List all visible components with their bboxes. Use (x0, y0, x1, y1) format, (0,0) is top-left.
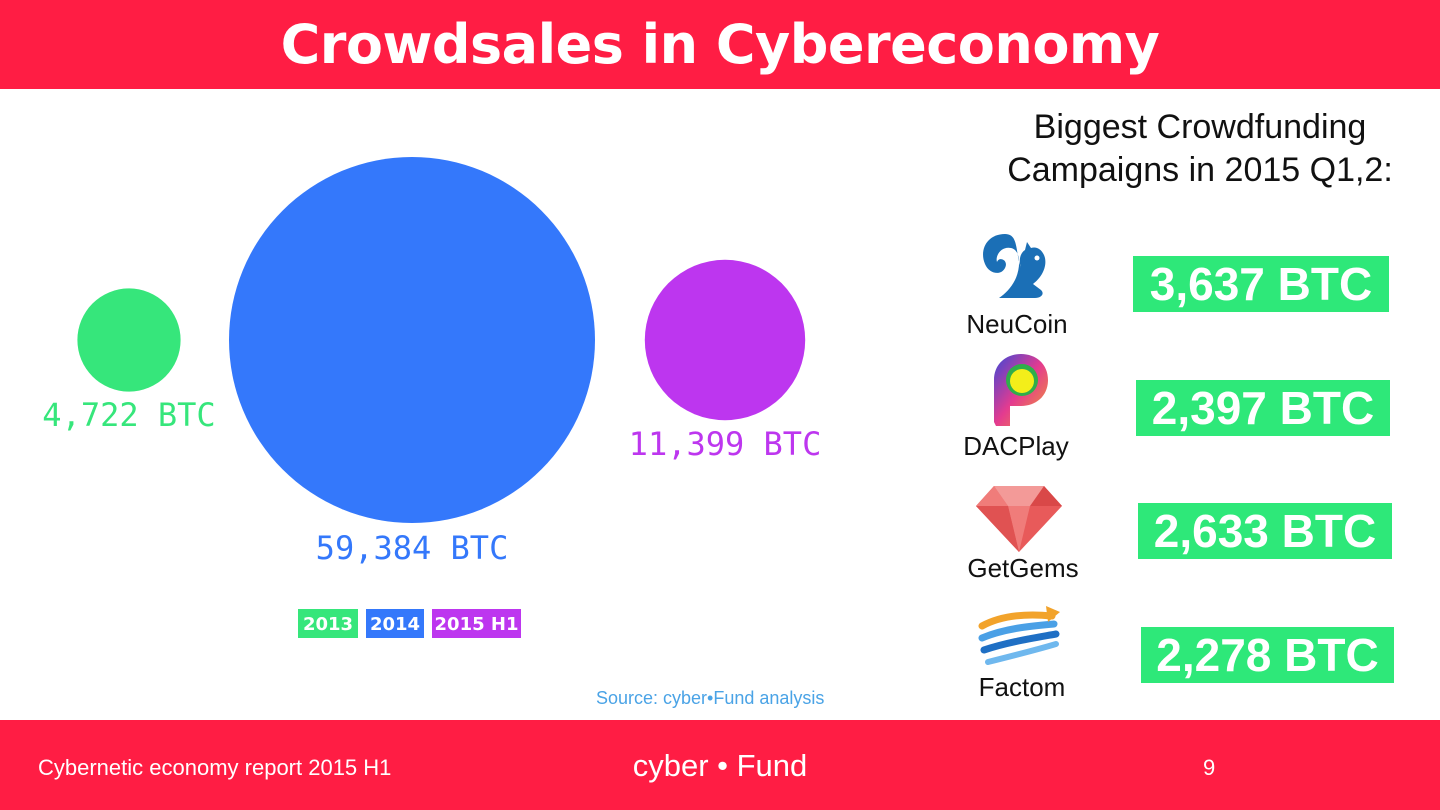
campaign-amount-neucoin: 3,637 BTC (1133, 256, 1389, 312)
brand-logo-text: cyber • Fund (632, 748, 808, 783)
legend-label-2014: 2014 (370, 614, 420, 635)
legend-label-2013: 2013 (303, 614, 353, 635)
source-note: Source: cyber•Fund analysis (596, 688, 825, 708)
footer-bar: Cybernetic economy report 2015 H1 cyber … (0, 720, 1440, 810)
campaign-name-neucoin: NeuCoin (966, 309, 1068, 339)
campaigns-title: Biggest Crowdfunding Campaigns in 2015 Q… (960, 106, 1440, 192)
campaign-amount-dacplay: 2,397 BTC (1136, 380, 1390, 436)
report-name: Cybernetic economy report 2015 H1 (38, 755, 392, 780)
legend-swatch-2015-h1 (432, 609, 521, 638)
campaigns-title-line1: Biggest Crowdfunding (1033, 108, 1367, 146)
campaign-amount-factom: 2,278 BTC (1141, 627, 1394, 683)
bubble-2013 (77, 288, 181, 392)
squirrel-icon (975, 228, 1055, 308)
legend-swatch-2014 (366, 609, 424, 638)
bubble-chart: 4,722 BTC 59,384 BTC 11,399 BTC 2013 2014 201… (42, 157, 822, 638)
bubble-label-2014: 59,384 BTC (316, 529, 509, 567)
campaign-name-dacplay: DACPlay (963, 431, 1069, 461)
bubble-label-2015-h1: 11,399 BTC (629, 425, 822, 463)
legend-label-2015-h1: 2015 H1 (435, 614, 519, 635)
campaign-name-getgems: GetGems (967, 553, 1079, 583)
page-number: 9 (1203, 755, 1216, 780)
legend-swatch-2013 (298, 609, 358, 638)
header-bar: Crowdsales in Cybereconomy (0, 0, 1440, 89)
dacplay-icon (990, 352, 1052, 428)
bubble-2015-h1 (644, 259, 806, 421)
bubble-2014 (229, 157, 595, 523)
campaign-name-factom: Factom (978, 672, 1066, 702)
gem-icon (974, 482, 1064, 554)
factom-icon (978, 602, 1062, 672)
campaigns-title-line2: Campaigns in 2015 Q1,2: (1007, 151, 1393, 189)
bubble-label-2013: 4,722 BTC (42, 396, 215, 434)
campaign-amount-getgems: 2,633 BTC (1138, 503, 1392, 559)
page-title: Crowdsales in Cybereconomy (280, 13, 1160, 76)
